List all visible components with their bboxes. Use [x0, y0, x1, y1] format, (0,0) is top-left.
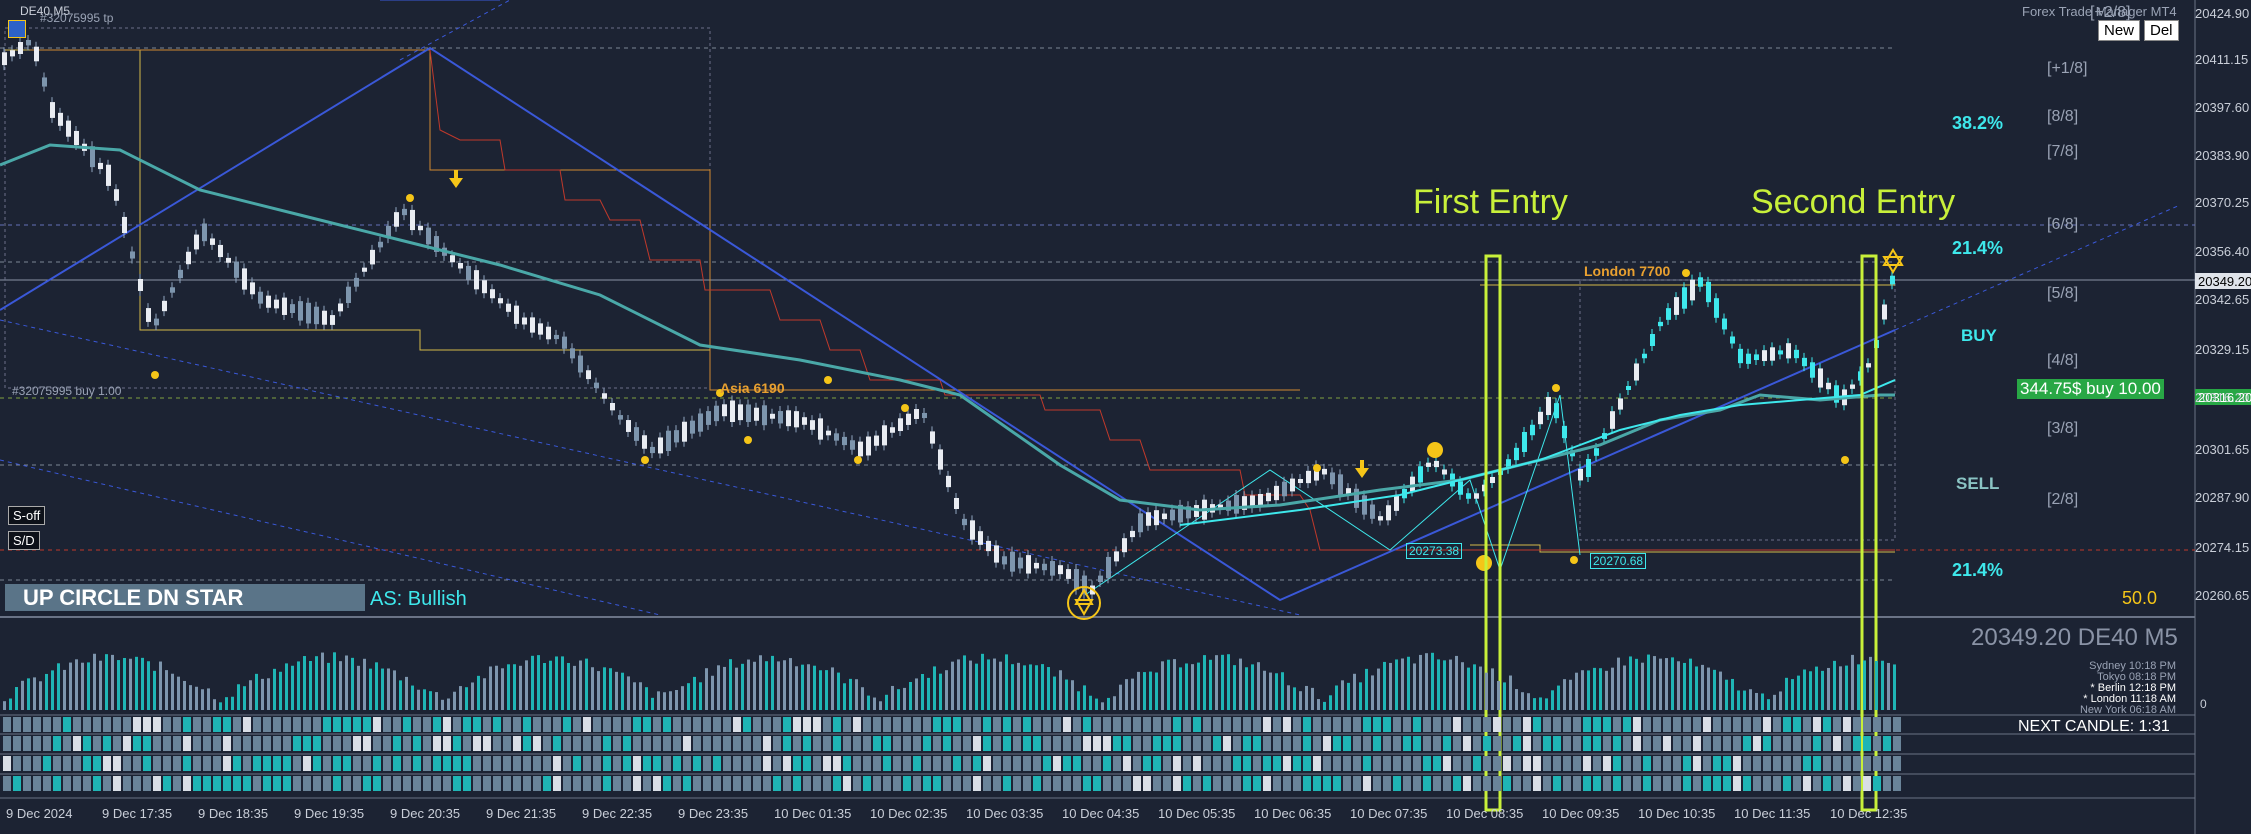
price-tick: 20356.40: [2195, 244, 2250, 259]
second-entry-box: [1860, 254, 1878, 812]
del-button[interactable]: Del: [2144, 20, 2179, 41]
time-tick: 9 Dec 17:35: [102, 806, 173, 821]
murrey-level: [+2/8]: [2090, 4, 2131, 21]
asia-label: Asia 6190: [720, 380, 785, 396]
time-tick: 10 Dec 08:35: [1446, 806, 1524, 821]
bias-label: AS: Bullish: [370, 588, 467, 610]
price-tick: 20397.60: [2195, 100, 2250, 115]
time-tick: 10 Dec 12:35: [1830, 806, 1908, 821]
price-tick: 20424.90: [2195, 6, 2250, 21]
price-tick: 20316.20: [2195, 390, 2250, 405]
candlesticks: [2, 34, 1895, 600]
price-tick: 20370.25: [2195, 195, 2250, 210]
time-tick: 9 Dec 21:35: [486, 806, 557, 821]
murrey-level: [6/8]: [2047, 216, 2079, 233]
buy-price-label: 20316.20: [2198, 390, 2251, 405]
star-icon: [1067, 248, 1904, 620]
pivot-low-1: 20273.38: [1406, 543, 1463, 559]
next-candle-label: NEXT CANDLE: 1:31: [2018, 718, 2170, 735]
fib-38-label: 38.2%: [1952, 113, 2004, 133]
volume-histogram: [3, 652, 1896, 710]
murrey-level: [4/8]: [2047, 352, 2079, 369]
session-clock: New York 06:18 AM: [2079, 704, 2176, 716]
indicator-rows: [3, 717, 1901, 791]
murrey-level: [7/8]: [2047, 143, 2079, 160]
s-d-button[interactable]: S/D: [8, 531, 40, 550]
session-clock: * London 11:18 AM: [2083, 693, 2176, 705]
up-circle-dn-star-label: UP CIRCLE DN STAR: [5, 584, 365, 611]
time-tick: 10 Dec 05:35: [1158, 806, 1236, 821]
price-tick: 20342.65: [2195, 292, 2250, 307]
fib-50-label: 50.0: [2122, 588, 2158, 608]
time-tick: 9 Dec 2024: [6, 806, 73, 821]
price-tick: 20383.90: [2195, 148, 2250, 163]
price-tick: 20287.90: [2195, 490, 2250, 505]
session-clock: Tokyo 08:18 PM: [2097, 671, 2176, 683]
s-off-button[interactable]: S-off: [8, 506, 46, 525]
new-button[interactable]: New: [2098, 20, 2141, 41]
time-tick: 9 Dec 23:35: [678, 806, 749, 821]
fib-21-top-label: 21.4%: [1952, 238, 2004, 258]
price-tick: 20301.65: [2195, 442, 2250, 457]
first-entry-box: [1484, 254, 1502, 812]
order-line-label: #32075995 buy 1.00: [12, 384, 122, 398]
time-tick: 10 Dec 06:35: [1254, 806, 1332, 821]
buy-tag-label[interactable]: 344.75$ buy 10.00: [2017, 379, 2164, 399]
current-price-label: 20349.20: [2198, 274, 2251, 289]
panel-title: Forex Trade Manager MT4: [2022, 4, 2177, 19]
time-tick: 10 Dec 11:35: [1734, 806, 1811, 821]
session-clock: * Berlin 12:18 PM: [2090, 682, 2176, 694]
price-tick: 20329.15: [2195, 342, 2250, 357]
time-tick: 9 Dec 19:35: [294, 806, 365, 821]
murrey-level: [+1/8]: [2047, 60, 2088, 77]
time-tick: 10 Dec 03:35: [966, 806, 1044, 821]
time-tick: 10 Dec 10:35: [1638, 806, 1716, 821]
second-entry-label: Second Entry: [1751, 183, 1956, 221]
time-tick: 9 Dec 20:35: [390, 806, 461, 821]
symbol-label: DE40,M5: [20, 4, 71, 18]
order-tp-label: #32075995 tp: [40, 11, 114, 25]
time-tick: 9 Dec 22:35: [582, 806, 653, 821]
subwindow-price-symbol: 20349.20 DE40 M5: [1971, 624, 2178, 651]
time-tick: 9 Dec 18:35: [198, 806, 269, 821]
fib-21-bottom-label: 21.4%: [1952, 560, 2004, 580]
pivot-low-2: 20270.68: [1590, 553, 1647, 569]
app-icon[interactable]: [8, 20, 26, 38]
murrey-level: [3/8]: [2047, 420, 2079, 437]
price-tick: 20274.15: [2195, 540, 2250, 555]
first-entry-label: First Entry: [1413, 183, 1568, 221]
subwindow-zero: 0: [2200, 697, 2207, 711]
murrey-level: [5/8]: [2047, 285, 2079, 302]
murrey-level: [8/8]: [2047, 108, 2079, 125]
time-tick: 10 Dec 07:35: [1350, 806, 1428, 821]
time-tick: 10 Dec 04:35: [1062, 806, 1140, 821]
session-clock: Sydney 10:18 PM: [2089, 660, 2176, 672]
buy-label: BUY: [1961, 326, 1997, 345]
price-tick: 20411.15: [2195, 52, 2249, 67]
murrey-level: [2/8]: [2047, 491, 2079, 508]
time-tick: 10 Dec 01:35: [774, 806, 852, 821]
sell-label: SELL: [1956, 474, 2000, 493]
time-tick: 10 Dec 02:35: [870, 806, 948, 821]
time-tick: 10 Dec 09:35: [1542, 806, 1620, 821]
london-label: London 7700: [1584, 263, 1671, 279]
price-tick: 20260.65: [2195, 588, 2250, 603]
